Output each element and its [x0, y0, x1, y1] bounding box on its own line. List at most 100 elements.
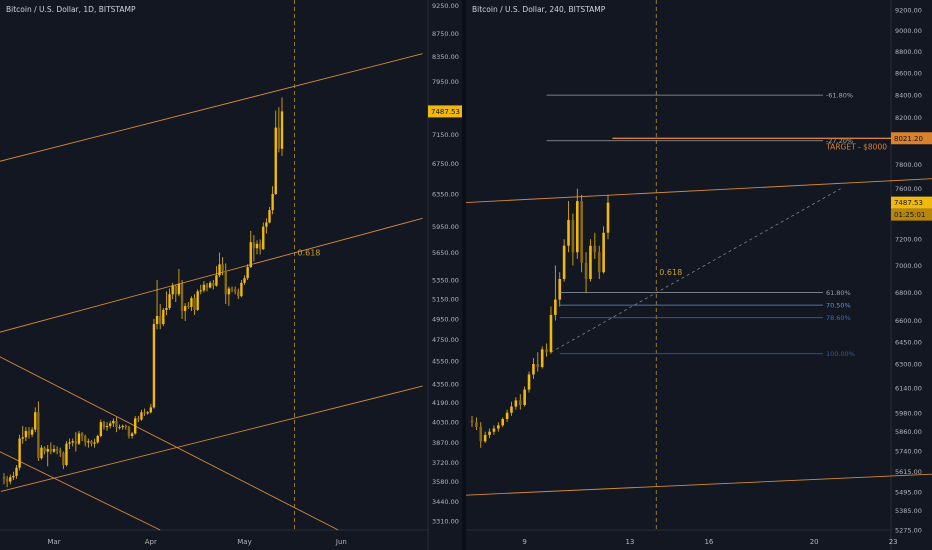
candle-body — [130, 433, 134, 436]
candle-body — [584, 262, 588, 279]
candle-body — [118, 427, 121, 429]
candle-body — [593, 245, 597, 253]
candle-body — [162, 309, 165, 325]
daily-chart-canvas[interactable]: 3310.00 3440.00 3580.00 3720.00 3870.00 4030.… — [0, 0, 462, 550]
candle-body — [102, 422, 106, 428]
candle-body — [55, 448, 59, 451]
candle-body — [190, 298, 193, 307]
candle-body — [2, 477, 6, 479]
candle-body — [127, 427, 131, 436]
candle-body — [18, 438, 21, 468]
candle-body — [221, 264, 224, 271]
candle-body — [71, 441, 74, 443]
y-tick-label: 5860.00 — [895, 428, 922, 436]
y-tick-label: 5150.00 — [432, 296, 459, 304]
x-tick-label: 9 — [522, 538, 526, 546]
candle-body — [208, 282, 212, 288]
trend-line — [466, 178, 932, 203]
y-tick-label: 9250.00 — [432, 2, 459, 10]
fib-level-label: 100.00% — [826, 350, 855, 358]
candle-body — [562, 245, 566, 279]
h4-chart-panel[interactable]: 5275.00 5385.00 5495.00 5615.00 5740.00 5860.… — [466, 0, 932, 550]
x-tick-label: Apr — [145, 538, 157, 546]
candle-body — [514, 400, 518, 407]
countdown-tag — [891, 208, 932, 221]
candle-body — [212, 282, 215, 286]
candle-body — [205, 284, 209, 288]
pane-divider[interactable] — [462, 0, 466, 550]
y-tick-label: 5350.00 — [432, 277, 459, 285]
candle-body — [243, 278, 246, 283]
candle-body — [523, 389, 526, 405]
projection-line — [550, 188, 841, 353]
candle-body — [255, 243, 259, 249]
y-tick-label: 9000.00 — [895, 27, 922, 35]
y-tick-label: 5740.00 — [895, 448, 922, 456]
candle-body — [12, 475, 15, 478]
target-price-tag — [891, 132, 932, 145]
y-tick-label: 8350.00 — [432, 53, 459, 61]
candle-body — [536, 364, 540, 367]
last-price-label: 7487.53 — [894, 199, 923, 207]
candle-body — [137, 418, 140, 420]
candle-body — [59, 450, 62, 453]
candle-body — [37, 412, 40, 459]
candle-body — [215, 275, 218, 286]
y-tick-label: 6450.00 — [895, 339, 922, 347]
trend-line — [0, 217, 423, 333]
candle-body — [84, 435, 87, 443]
candle-body — [202, 284, 206, 291]
y-tick-label: 5980.00 — [895, 409, 922, 417]
fib-level-label: -27.20% — [826, 137, 853, 145]
x-tick-label: 20 — [810, 538, 819, 546]
y-tick-label: 7800.00 — [895, 161, 922, 169]
trend-line — [0, 451, 161, 531]
daily-chart-panel[interactable]: 3310.00 3440.00 3580.00 3720.00 3870.00 4030.… — [0, 0, 462, 550]
candle-body — [479, 426, 483, 442]
last-price-tag — [428, 105, 462, 118]
h4-chart-canvas[interactable]: 5275.00 5385.00 5495.00 5615.00 5740.00 5860.… — [466, 0, 932, 550]
candle-body — [93, 442, 96, 444]
trend-line — [0, 356, 339, 531]
candle-body — [501, 419, 505, 426]
y-tick-label: 3580.00 — [432, 478, 459, 486]
candle-body — [532, 364, 535, 375]
candle-body — [96, 435, 99, 443]
y-tick-label: 5950.00 — [432, 223, 459, 231]
y-tick-label: 6800.00 — [895, 289, 922, 297]
y-tick-label: 8800.00 — [895, 48, 922, 56]
candle-body — [224, 270, 227, 295]
y-tick-label: 6750.00 — [432, 160, 459, 168]
candle-body — [27, 430, 31, 435]
candle-body — [193, 298, 196, 310]
candle-body — [510, 406, 513, 413]
candle-body — [274, 127, 277, 195]
candle-body — [143, 412, 146, 414]
candle-body — [571, 219, 575, 253]
x-tick-label: May — [237, 538, 251, 546]
last-price-tag — [891, 196, 932, 209]
trend-line — [0, 53, 423, 162]
candle-body — [580, 201, 583, 263]
candle-body — [230, 288, 234, 290]
candle-body — [149, 407, 153, 413]
y-tick-label: 3870.00 — [432, 439, 459, 447]
y-tick-label: 4550.00 — [432, 358, 459, 366]
candle-body — [174, 285, 177, 295]
candle-body — [52, 448, 56, 452]
candle-body — [177, 283, 181, 295]
y-tick-label: 5615.00 — [895, 468, 922, 476]
chart-title: Bitcoin / U.S. Dollar, 1D, BITSTAMP — [6, 5, 136, 14]
x-tick-label: Jun — [335, 538, 347, 546]
candle-body — [165, 307, 168, 310]
candle-body — [30, 429, 34, 435]
candle-body — [146, 412, 149, 414]
y-tick-label: 4950.00 — [432, 315, 459, 323]
y-tick-label: 3310.00 — [432, 517, 459, 525]
candle-body — [62, 452, 65, 465]
candle-body — [554, 299, 557, 315]
candle-body — [575, 201, 579, 253]
candle-body — [597, 252, 601, 273]
candle-body — [549, 314, 553, 353]
candle-body — [567, 219, 570, 246]
